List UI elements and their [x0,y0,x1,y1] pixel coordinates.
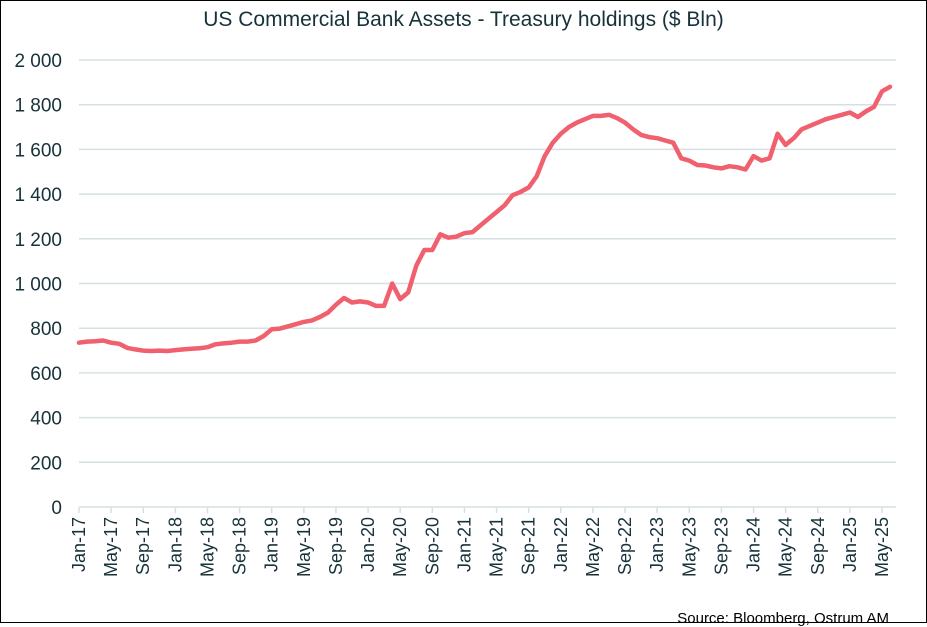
y-tick-label: 1 600 [14,140,62,161]
y-tick-label: 1 400 [14,185,62,206]
x-tick-label: Jan-19 [262,517,282,572]
x-tick-label: Sep-19 [326,517,346,575]
x-tick-label: May-18 [197,517,217,577]
y-tick-label: 1 000 [14,275,62,296]
y-tick-label: 400 [30,409,62,430]
y-tick-label: 1 200 [14,230,62,251]
x-tick-label: Sep-18 [230,517,250,575]
x-tick-label: Sep-23 [711,517,731,575]
x-tick-label: May-22 [583,517,603,577]
x-tick-label: May-21 [487,517,507,577]
x-tick-label: Jan-20 [358,517,378,572]
x-tick-label: Sep-21 [519,517,539,575]
x-tick-label: Sep-24 [808,517,828,575]
series-line [79,87,890,351]
y-tick-label: 2 000 [14,51,62,72]
x-tick-label: May-25 [872,517,892,577]
x-tick-label: Jan-22 [551,517,571,572]
x-tick-label: Jan-24 [744,517,764,572]
y-tick-label: 600 [30,364,62,385]
x-tick-label: Jan-21 [454,517,474,572]
x-tick-label: May-24 [776,517,796,577]
x-tick-label: May-23 [679,517,699,577]
x-tick-label: Sep-20 [422,517,442,575]
x-tick-label: Sep-22 [615,517,635,575]
x-tick-label: Jan-23 [647,517,667,572]
x-tick-label: May-17 [101,517,121,577]
y-tick-label: 200 [30,453,62,474]
x-tick-label: May-19 [294,517,314,577]
x-tick-label: Jan-25 [840,517,860,572]
x-tick-label: Jan-18 [165,517,185,572]
x-tick-label: Jan-17 [69,517,89,572]
y-tick-label: 800 [30,319,62,340]
y-tick-label: 0 [51,498,62,519]
x-tick-label: Sep-17 [133,517,153,575]
x-tick-label: May-20 [390,517,410,577]
source-note: Source: Bloomberg, Ostrum AM [677,610,889,627]
y-tick-label: 1 800 [14,96,62,117]
